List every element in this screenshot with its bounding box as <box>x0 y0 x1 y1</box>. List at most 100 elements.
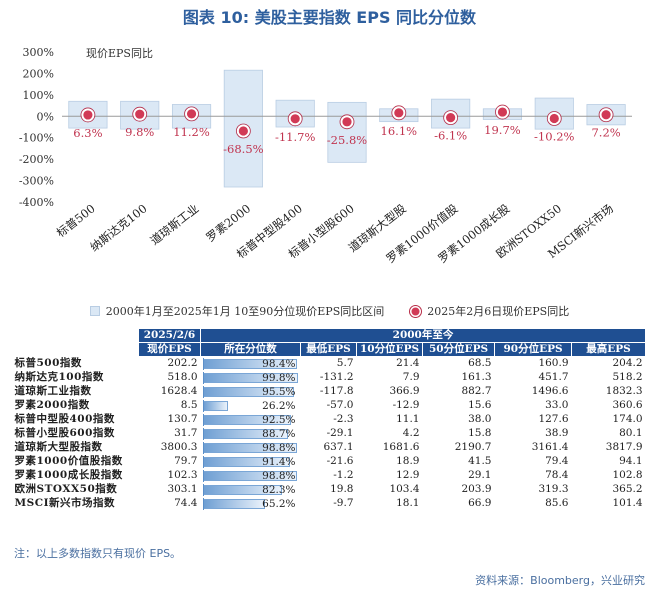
percentile-bar-track: 88.7% <box>202 427 299 440</box>
percentile-bar <box>203 470 298 481</box>
legend-item-range: 2000年1月至2025年1月 10至90分位现价EPS同比区间 <box>89 303 384 319</box>
value-label: -10.2% <box>534 129 574 143</box>
current-point <box>133 107 147 121</box>
percentile-cell: 98.4% <box>200 356 301 371</box>
max-eps-cell: 174.0 <box>571 412 646 427</box>
current-eps-cell: 1628.4 <box>138 384 201 399</box>
percentile-cell: 91.4% <box>200 454 301 469</box>
percentile-text: 92.5% <box>262 413 296 426</box>
percentile-cell: 65.2% <box>200 496 301 511</box>
current-point-ring <box>598 107 614 123</box>
p90-eps-cell: 79.4 <box>494 454 572 469</box>
p50-eps-cell: 15.8 <box>422 426 495 441</box>
table-row: 纳斯达克100指数 518.0 99.8% -131.2 7.9 161.3 451.7 51… <box>14 370 646 385</box>
p90-eps-cell: 127.6 <box>494 412 572 427</box>
current-point-ring <box>391 105 407 121</box>
table-header-blank-2 <box>14 342 139 357</box>
percentile-cell: 82.3% <box>200 482 301 497</box>
x-tick-label: 罗素2000 <box>203 201 253 244</box>
percentile-bar <box>203 498 266 509</box>
current-point-ring <box>235 123 251 139</box>
min-eps-cell: 637.1 <box>300 440 357 455</box>
x-tick-label: 标普500 <box>54 201 98 240</box>
percentile-bar <box>203 372 299 383</box>
percentile-bar <box>203 414 292 425</box>
min-eps-cell: -131.2 <box>300 370 357 385</box>
p50-eps-cell: 2190.7 <box>422 440 495 455</box>
current-point <box>444 111 458 124</box>
current-point <box>81 108 95 122</box>
y-tick-label: -400% <box>19 196 54 209</box>
table-header-row-1: 2025/2/6 2000年至今 <box>14 328 647 343</box>
current-eps-cell: 202.2 <box>138 356 201 371</box>
percentile-text: 99.8% <box>262 371 296 384</box>
index-name-cell: 罗素2000指数 <box>14 398 139 413</box>
max-eps-cell: 360.6 <box>571 398 646 413</box>
y-tick-label: -300% <box>19 175 54 188</box>
current-point-ring <box>339 114 355 130</box>
current-point <box>236 124 250 138</box>
p90-eps-cell: 38.9 <box>494 426 572 441</box>
percentile-text: 82.3% <box>262 483 296 496</box>
p90-eps-cell: 451.7 <box>494 370 572 385</box>
current-point-ring <box>80 107 96 123</box>
index-name-cell: MSCI新兴市场指数 <box>14 496 139 511</box>
current-point <box>547 112 561 125</box>
table-row: 罗素1000价值股指数 79.7 91.4% -21.6 18.9 41.5 79.4 94.… <box>14 454 646 469</box>
current-point-ring <box>132 106 148 122</box>
percentile-bar-track: 92.5% <box>202 413 299 426</box>
percentile-cell: 99.8% <box>200 370 301 385</box>
index-name-cell: 道琼斯大型股指数 <box>14 440 139 455</box>
table-row: 标普500指数 202.2 98.4% 5.7 21.4 68.5 160.9 204.2 <box>14 356 646 371</box>
current-eps-cell: 102.3 <box>138 468 201 483</box>
current-point <box>185 107 198 121</box>
value-label: 9.8% <box>125 125 154 139</box>
value-label: -68.5% <box>223 142 263 156</box>
value-label: -6.1% <box>434 129 467 143</box>
percentile-cell: 98.8% <box>200 468 301 483</box>
current-point <box>496 105 509 119</box>
range-bar <box>327 101 367 163</box>
percentile-text: 26.2% <box>262 399 296 412</box>
p50-eps-cell: 161.3 <box>422 370 495 385</box>
percentile-bar-track: 99.8% <box>202 371 299 384</box>
p90-eps-cell: 3161.4 <box>494 440 572 455</box>
p50-eps-cell: 41.5 <box>422 454 495 469</box>
eps-yoy-chart: 现价EPS同比 300% 200% 100% 0% -100% -200% -300% -40… <box>19 46 632 266</box>
legend-label-point: 2025年2月6日现价EPS同比 <box>427 305 570 318</box>
max-eps-cell: 204.2 <box>571 356 646 371</box>
index-name-cell: 罗素1000价值股指数 <box>14 454 139 469</box>
eps-percentile-table: 2025/2/6 2000年至今 现价EPS 所在分位数 最低EPS 10分位E… <box>14 328 647 511</box>
index-name-cell: 标普小型股600指数 <box>14 426 139 441</box>
min-eps-cell: -21.6 <box>300 454 357 469</box>
legend-swatch-range <box>89 306 100 316</box>
p10-eps-cell: 11.1 <box>356 412 423 427</box>
p10-eps-cell: 103.4 <box>356 482 423 497</box>
value-label: 11.2% <box>173 125 210 139</box>
footnote: 注：以上多数指数只有现价 EPS。 <box>14 547 182 560</box>
index-name-cell: 标普500指数 <box>14 356 139 371</box>
legend-swatch-point <box>410 305 422 317</box>
index-name-cell: 标普中型股400指数 <box>14 412 139 427</box>
index-name-cell: 纳斯达克100指数 <box>14 370 139 385</box>
p10-eps-cell: 18.1 <box>356 496 423 511</box>
percentile-text: 95.5% <box>262 385 296 398</box>
current-eps-cell: 74.4 <box>138 496 201 511</box>
index-name-cell: 道琼斯工业指数 <box>14 384 139 399</box>
percentile-bar-track: 82.3% <box>202 483 299 496</box>
percentile-cell: 95.5% <box>200 384 301 399</box>
table-header-percentile: 所在分位数 <box>200 342 301 357</box>
p50-eps-cell: 29.1 <box>422 468 495 483</box>
percentile-bar <box>203 442 298 453</box>
value-label: -25.8% <box>327 133 367 147</box>
current-point <box>599 108 613 122</box>
table-row: 欧洲STOXX50指数 303.1 82.3% 19.8 103.4 203.9 319.3… <box>14 482 646 497</box>
p90-eps-cell: 1496.6 <box>494 384 572 399</box>
p10-eps-cell: 1681.6 <box>356 440 423 455</box>
min-eps-cell: -1.2 <box>300 468 357 483</box>
percentile-bar-track: 26.2% <box>202 399 299 412</box>
current-point <box>392 106 406 120</box>
current-eps-cell: 79.7 <box>138 454 201 469</box>
table-header-p10: 10分位EPS <box>356 342 423 357</box>
max-eps-cell: 94.1 <box>571 454 646 469</box>
